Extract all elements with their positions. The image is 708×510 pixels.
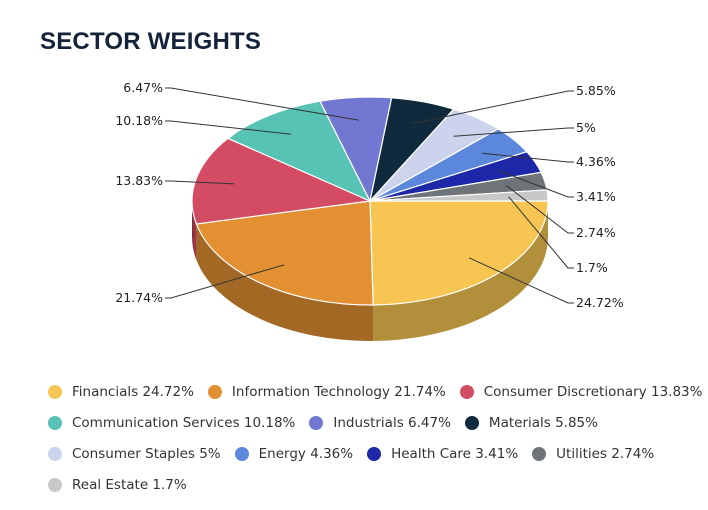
- legend-item[interactable]: Information Technology 21.74%: [207, 383, 446, 400]
- pie-side-0: [373, 201, 548, 341]
- legend-label: Industrials 6.47%: [333, 414, 451, 431]
- pie-slice-information-technology[interactable]: [195, 200, 374, 306]
- legend-swatch: [48, 446, 62, 461]
- legend-item[interactable]: Communication Services 10.18%: [48, 415, 295, 431]
- leader-line: [165, 120, 292, 135]
- legend-item[interactable]: Industrials 6.47%: [309, 415, 451, 431]
- legend-row: Financials 24.72% Information Technology …: [48, 376, 702, 407]
- data-label: 4.36%: [576, 154, 616, 169]
- data-label: 6.47%: [123, 80, 163, 95]
- leader-line: [411, 90, 574, 125]
- legend-row: Consumer Staples 5% Energy 4.36% Health Ca…: [48, 438, 698, 469]
- legend-label: Information Technology 21.74%: [231, 383, 446, 400]
- leader-line: [498, 169, 574, 198]
- legend-swatch: [367, 446, 382, 461]
- pie-side-2: [192, 201, 197, 260]
- legend-swatch: [48, 477, 62, 492]
- legend-swatch: [207, 384, 222, 399]
- pie-slice-financials[interactable]: [369, 200, 549, 306]
- legend-label: Utilities 2.74%: [556, 445, 655, 462]
- chart-legend: Financials 24.72% Information Technology …: [48, 376, 702, 500]
- legend-item[interactable]: Health Care 3.41%: [367, 446, 518, 462]
- data-label: 5.85%: [576, 83, 616, 98]
- pie-slice-real-estate[interactable]: [369, 189, 549, 202]
- legend-swatch: [532, 446, 547, 461]
- data-label: 2.74%: [576, 225, 616, 240]
- legend-row: Real Estate 1.7%: [48, 469, 698, 500]
- legend-label: Consumer Discretionary 13.83%: [483, 383, 703, 400]
- data-label: 21.74%: [115, 290, 163, 305]
- legend-swatch: [234, 446, 249, 461]
- legend-item[interactable]: Consumer Staples 5%: [48, 446, 221, 462]
- data-label: 13.83%: [115, 173, 163, 188]
- data-label: 1.7%: [576, 260, 608, 275]
- legend-item[interactable]: Energy 4.36%: [234, 445, 354, 462]
- leader-line: [482, 152, 574, 163]
- legend-label: Financials 24.72%: [72, 383, 194, 400]
- legend-label: Energy 4.36%: [258, 445, 354, 462]
- leader-line: [165, 87, 359, 121]
- pie-side-1: [196, 223, 374, 341]
- legend-swatch: [48, 384, 62, 399]
- legend-item[interactable]: Utilities 2.74%: [532, 446, 654, 462]
- pie-slice-communication-services[interactable]: [226, 100, 372, 203]
- pie-slice-consumer-discretionary[interactable]: [191, 137, 373, 225]
- legend-item[interactable]: Consumer Discretionary 13.83%: [459, 383, 703, 400]
- leader-line: [453, 127, 574, 137]
- legend-item[interactable]: Materials 5.85%: [464, 414, 598, 431]
- legend-label: Health Care 3.41%: [391, 445, 519, 462]
- chart-title: SECTOR WEIGHTS: [40, 28, 262, 55]
- leader-line: [468, 257, 574, 304]
- data-label: 5%: [576, 120, 596, 135]
- data-label: 3.41%: [576, 189, 616, 204]
- legend-label: Real Estate 1.7%: [72, 476, 187, 493]
- legend-swatch: [48, 415, 62, 430]
- leader-line: [505, 185, 574, 234]
- legend-swatch: [459, 384, 474, 399]
- legend-row: Communication Services 10.18% Industrials…: [48, 407, 698, 438]
- data-label: 10.18%: [115, 113, 163, 128]
- legend-label: Communication Services 10.18%: [72, 414, 296, 431]
- legend-label: Consumer Staples 5%: [72, 445, 221, 462]
- leader-line: [508, 196, 574, 269]
- legend-swatch: [464, 415, 479, 430]
- data-label: 24.72%: [576, 295, 624, 310]
- pie-chart: 24.72% 21.74% 13.83% 10.18% 6.47% 5.85% 5% 4.36…: [115, 80, 624, 341]
- legend-swatch: [309, 415, 324, 430]
- legend-item[interactable]: Financials 24.72%: [48, 384, 194, 400]
- legend-label: Materials 5.85%: [488, 414, 598, 431]
- leader-line: [165, 264, 285, 299]
- legend-item[interactable]: Real Estate 1.7%: [48, 477, 187, 493]
- leader-line: [165, 180, 235, 185]
